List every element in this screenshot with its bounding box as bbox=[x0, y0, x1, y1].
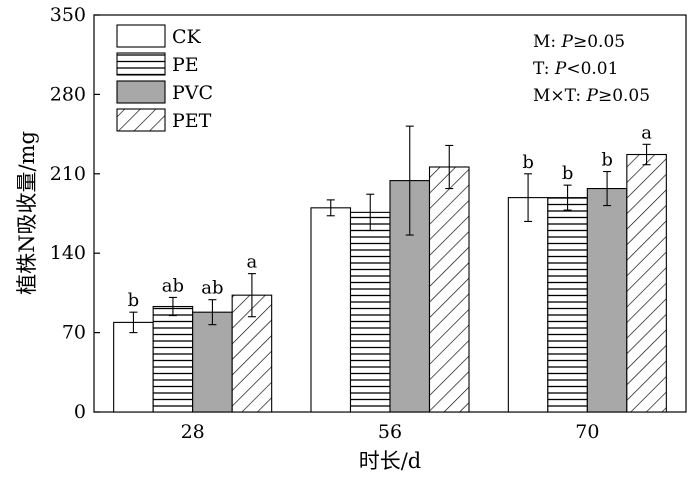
y-tick-label: 140 bbox=[50, 242, 86, 264]
bar bbox=[547, 197, 588, 413]
bar bbox=[586, 187, 628, 413]
significance-letter: b bbox=[522, 152, 534, 173]
significance-letter: b bbox=[562, 163, 574, 184]
legend-swatch bbox=[116, 24, 166, 48]
bar bbox=[507, 197, 549, 413]
legend-swatch bbox=[116, 108, 166, 132]
x-tick-label: 70 bbox=[575, 421, 599, 443]
significance-letter: ab bbox=[201, 278, 223, 299]
stats-annotation: T: P<0.01 bbox=[533, 59, 618, 79]
y-tick-label: 70 bbox=[62, 322, 86, 344]
significance-letter: b bbox=[128, 290, 140, 311]
x-axis-ticks: 28 56 70 bbox=[181, 406, 599, 443]
x-tick-label: 28 bbox=[181, 421, 205, 443]
bar bbox=[349, 211, 391, 413]
x-axis-label: 时长/d bbox=[359, 449, 422, 473]
y-tick-label: 280 bbox=[50, 83, 86, 105]
significance-letter: b bbox=[601, 150, 613, 171]
bar bbox=[113, 321, 154, 413]
bar bbox=[310, 207, 352, 413]
y-tick-label: 0 bbox=[74, 401, 86, 423]
legend-label: PET bbox=[172, 110, 212, 132]
legend-label: PE bbox=[172, 54, 199, 76]
y-tick-label: 350 bbox=[50, 4, 86, 26]
y-axis-ticks: 0 70 140 210 280 350 bbox=[50, 4, 100, 423]
y-tick-label: 210 bbox=[50, 163, 86, 185]
legend-swatch bbox=[116, 52, 166, 76]
bar bbox=[626, 153, 667, 413]
bar bbox=[152, 305, 194, 413]
x-tick-label: 56 bbox=[378, 421, 402, 443]
bar bbox=[192, 311, 233, 413]
legend: CK PE PVC PET bbox=[116, 24, 213, 132]
significance-letter: ab bbox=[162, 275, 184, 296]
legend-label: CK bbox=[172, 26, 202, 48]
stats-annotations: M: P≥0.05 T: P<0.01 M×T: P≥0.05 bbox=[533, 32, 650, 106]
legend-swatch bbox=[116, 80, 166, 104]
significance-letter: a bbox=[641, 122, 652, 143]
bars-layer bbox=[113, 153, 667, 413]
error-bars-layer bbox=[129, 125, 651, 334]
significance-letter: a bbox=[247, 252, 258, 273]
stats-annotation: M: P≥0.05 bbox=[533, 32, 625, 52]
stats-annotation: M×T: P≥0.05 bbox=[533, 86, 650, 106]
y-axis-label: 植株N吸收量/mg bbox=[15, 131, 39, 295]
legend-label: PVC bbox=[172, 82, 213, 104]
bar bbox=[428, 166, 470, 413]
